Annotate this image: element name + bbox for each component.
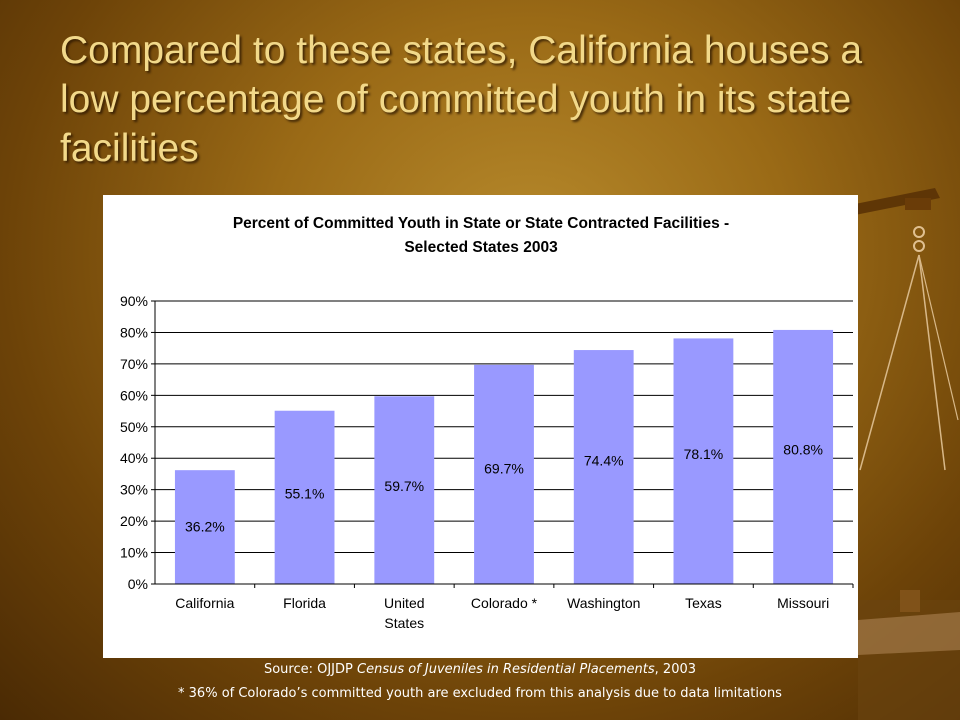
data-label: 55.1%	[285, 486, 325, 502]
x-tick-label: Washington	[567, 595, 640, 611]
data-label: 74.4%	[584, 452, 624, 468]
bar	[673, 338, 734, 584]
bar	[174, 470, 235, 584]
y-tick-label: 70%	[120, 356, 148, 372]
source-suffix: , 2003	[654, 662, 697, 677]
y-tick-label: 60%	[120, 387, 148, 403]
chart-svg: Percent of Committed Youth in State or S…	[120, 215, 854, 631]
data-label: 80.8%	[783, 441, 823, 457]
bar	[474, 364, 534, 584]
x-tick-label: Texas	[685, 595, 722, 611]
slide-title: Compared to these states, California hou…	[60, 29, 863, 170]
y-tick-label: 50%	[120, 419, 148, 435]
data-label: 36.2%	[185, 518, 225, 534]
x-tick-label: United	[384, 595, 424, 611]
x-tick-label: States	[384, 615, 424, 631]
x-tick-label: Missouri	[777, 595, 829, 611]
data-label: 69.7%	[484, 460, 524, 476]
x-tick-label: Colorado *	[471, 595, 538, 611]
y-tick-label: 0%	[128, 576, 148, 592]
bar	[374, 396, 435, 584]
source-citation: Source: OJJDP Census of Juveniles in Res…	[0, 662, 960, 677]
y-tick-label: 80%	[120, 324, 148, 340]
source-prefix: Source: OJJDP	[263, 662, 357, 677]
bar-chart: Percent of Committed Youth in State or S…	[103, 195, 858, 658]
chart-title-line: Percent of Committed Youth in State or S…	[233, 215, 729, 232]
source-title: Census of Juveniles in Residential Place…	[357, 662, 655, 677]
bar	[274, 410, 335, 584]
bar	[573, 350, 634, 584]
data-label: 78.1%	[684, 446, 724, 462]
data-label: 59.7%	[384, 478, 424, 494]
y-tick-label: 40%	[120, 450, 148, 466]
x-tick-label: California	[175, 595, 234, 611]
y-tick-label: 90%	[120, 293, 148, 309]
x-tick-label: Florida	[283, 595, 326, 611]
y-tick-label: 20%	[120, 513, 148, 529]
chart-title-line: Selected States 2003	[404, 239, 558, 256]
bar	[773, 329, 834, 584]
data-limitation-note: * 36% of Colorado’s committed youth are …	[178, 686, 782, 701]
y-tick-label: 30%	[120, 482, 148, 498]
y-tick-label: 10%	[120, 545, 148, 561]
